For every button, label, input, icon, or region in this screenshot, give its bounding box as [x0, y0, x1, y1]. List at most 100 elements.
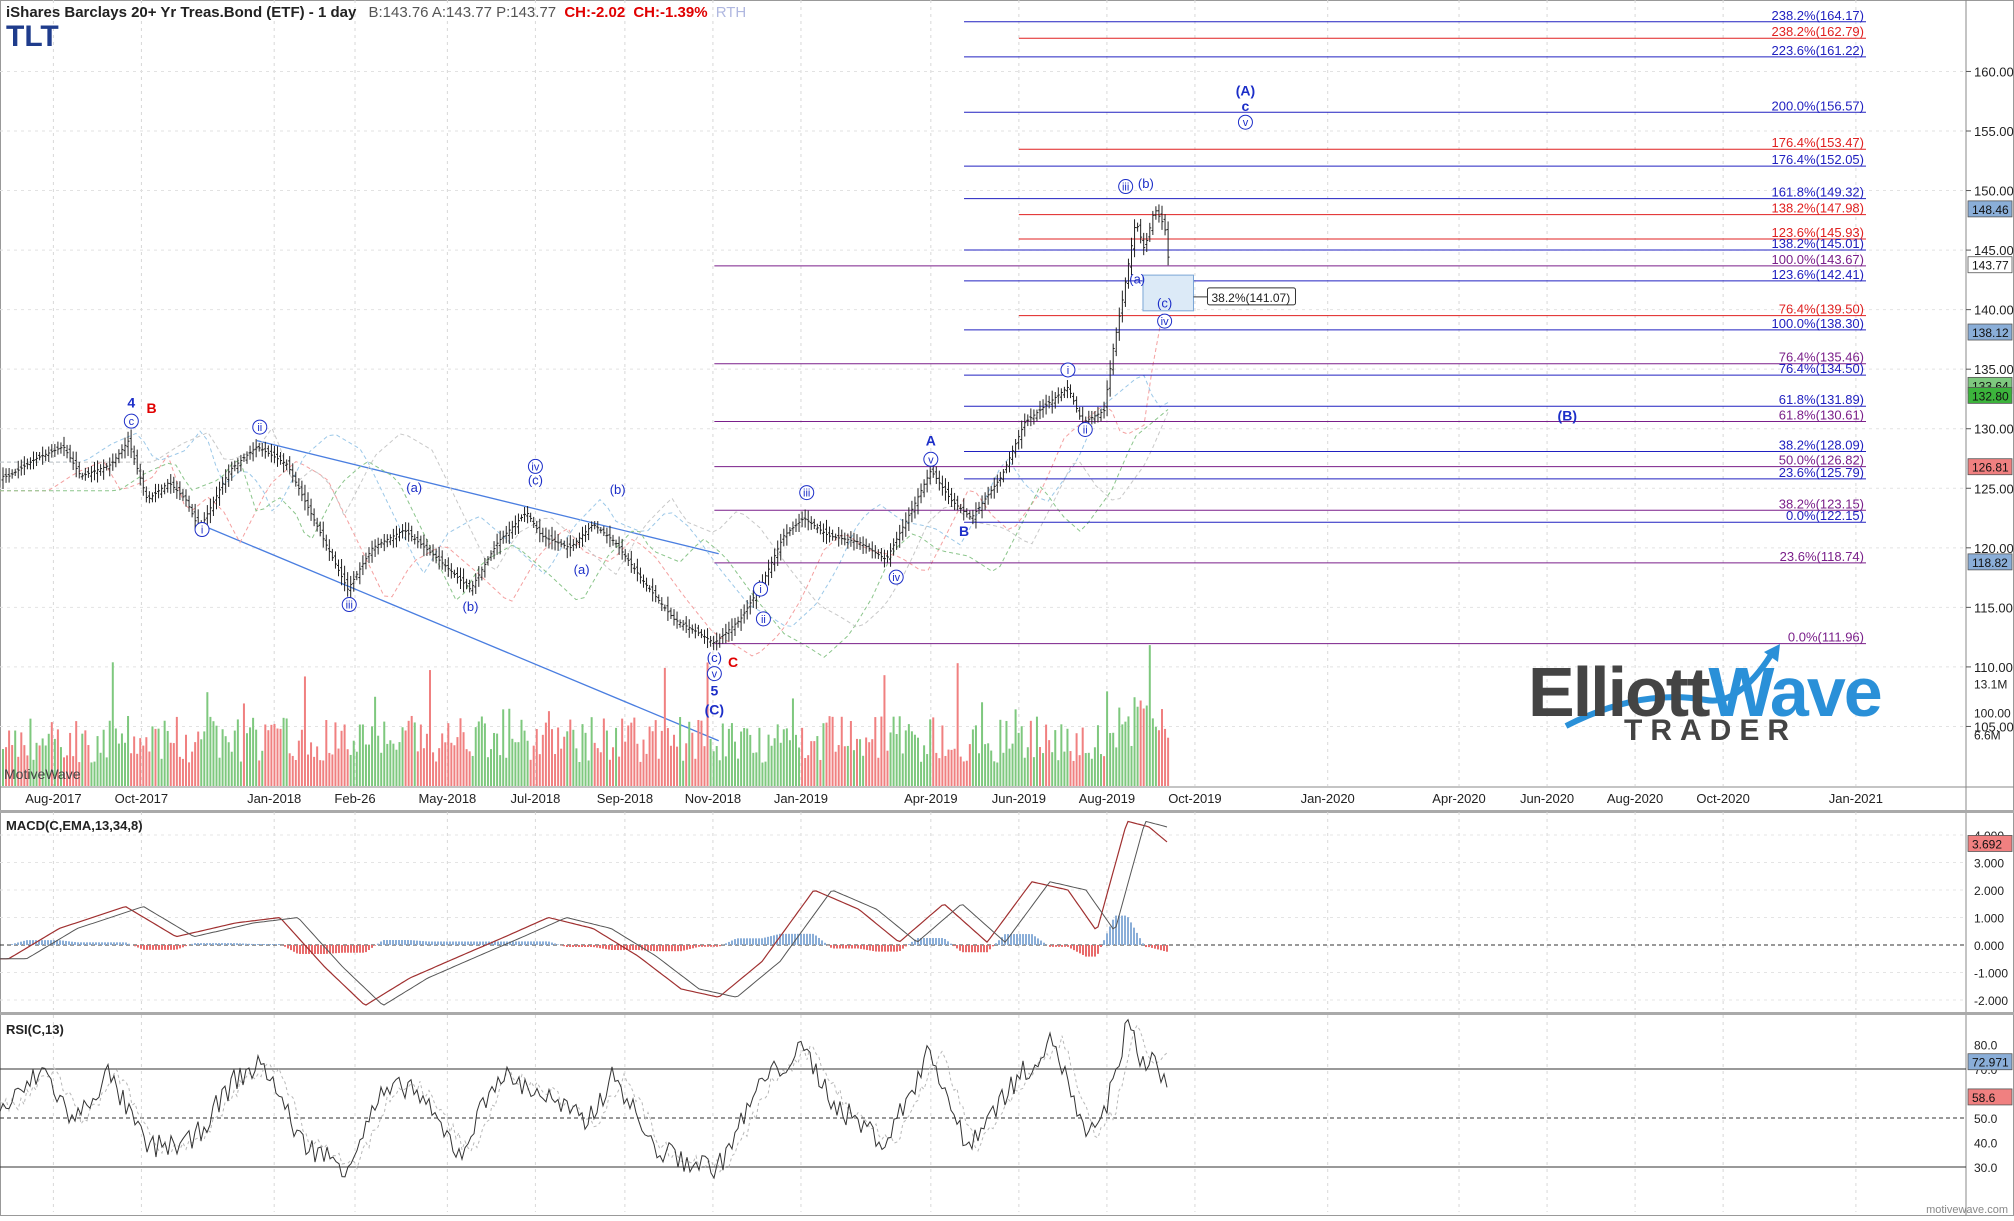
- macd-histogram-bar: [872, 945, 874, 951]
- volume-bar: [1127, 716, 1129, 786]
- volume-bar: [338, 749, 340, 786]
- panel-divider-rsi[interactable]: [0, 1012, 2014, 1015]
- macd-histogram-bar: [242, 944, 244, 945]
- wave-label: B: [146, 400, 156, 416]
- wave-label: iv: [892, 572, 900, 584]
- macd-histogram-bar: [1154, 945, 1156, 949]
- volume-bar: [499, 755, 501, 786]
- macd-histogram-bar: [1019, 934, 1021, 945]
- price-axis-label: 110.00: [1974, 660, 2013, 675]
- volume-bar: [316, 746, 318, 786]
- macd-histogram-bar: [119, 942, 121, 945]
- macd-histogram-bar: [785, 934, 787, 945]
- volume-bar: [392, 744, 394, 786]
- volume-bar: [1012, 744, 1014, 786]
- macd-histogram-bar: [545, 941, 547, 945]
- macd-histogram-bar: [500, 942, 502, 945]
- macd-histogram-bar: [356, 945, 358, 953]
- wave-label: C: [728, 654, 738, 670]
- volume-bar: [1121, 724, 1123, 786]
- macd-histogram-bar: [1097, 945, 1099, 954]
- volume-bar: [145, 737, 147, 786]
- volume-bar: [704, 746, 706, 786]
- volume-bar: [1076, 733, 1078, 786]
- volume-bar: [871, 739, 873, 786]
- macd-histogram-bar: [932, 938, 934, 945]
- volume-bar: [737, 759, 739, 786]
- volume-bar: [182, 759, 184, 786]
- macd-histogram-bar: [812, 934, 814, 945]
- macd-histogram-bar: [1112, 920, 1114, 945]
- volume-bar: [1091, 759, 1093, 786]
- macd-histogram-bar: [875, 945, 877, 951]
- volume-bar: [661, 731, 663, 786]
- macd-histogram-bar: [668, 945, 670, 951]
- macd-histogram-bar: [854, 945, 856, 948]
- macd-histogram-bar: [47, 940, 49, 945]
- volume-bar: [978, 753, 980, 786]
- macd-histogram-bar: [11, 944, 13, 945]
- volume-bar: [551, 729, 553, 786]
- macd-histogram-bar: [125, 943, 127, 945]
- volume-bar: [944, 756, 946, 786]
- volume-bar: [1063, 752, 1065, 786]
- macd-histogram-bar: [740, 938, 742, 945]
- macd-histogram-bar: [68, 941, 70, 945]
- volume-bar: [136, 754, 138, 786]
- volume-bar: [304, 676, 306, 786]
- volume-bar: [713, 751, 715, 786]
- volume-bar: [371, 726, 373, 786]
- macd-histogram-bar: [581, 945, 583, 947]
- macd-axis-label: 3.000: [1974, 857, 2004, 871]
- volume-bar: [655, 720, 657, 786]
- volume-bar: [521, 720, 523, 786]
- price-tag-label: 138.12: [1972, 326, 2009, 340]
- macd-histogram-bar: [104, 942, 106, 945]
- macd-histogram-bar: [275, 944, 277, 945]
- volume-bar: [832, 717, 834, 786]
- volume-bar: [948, 750, 950, 786]
- macd-histogram-bar: [110, 942, 112, 945]
- macd-histogram-bar: [884, 945, 886, 952]
- macd-histogram-bar: [20, 942, 22, 945]
- volume-bar: [563, 737, 565, 786]
- volume-bar: [450, 743, 452, 786]
- volume-bar: [1033, 757, 1035, 786]
- volume-bar: [1070, 751, 1072, 786]
- volume-bar: [87, 745, 89, 786]
- volume-bar: [438, 748, 440, 786]
- macd-histogram-bar: [1073, 945, 1075, 950]
- volume-bar: [746, 729, 748, 786]
- macd-histogram-bar: [83, 942, 85, 945]
- volume-bar: [566, 731, 568, 786]
- panel-divider-macd[interactable]: [0, 810, 2014, 813]
- volume-bar: [1051, 752, 1053, 786]
- macd-histogram-bar: [302, 945, 304, 954]
- macd-histogram-bar: [128, 944, 130, 945]
- volume-bar: [267, 730, 269, 786]
- macd-histogram-bar: [251, 944, 253, 945]
- volume-bar: [517, 742, 519, 786]
- session-label: RTH: [716, 4, 747, 21]
- volume-bar: [469, 751, 471, 786]
- macd-histogram-bar: [866, 945, 868, 950]
- macd-histogram-bar: [554, 943, 556, 945]
- moving-average-line: [0, 412, 1168, 626]
- wave-label: i: [1067, 365, 1069, 377]
- macd-histogram-bar: [392, 940, 394, 945]
- macd-histogram-bar: [290, 945, 292, 950]
- volume-bar: [420, 725, 422, 786]
- volume-bar: [673, 735, 675, 786]
- volume-bar: [426, 734, 428, 786]
- rsi-axis-label: 80.0: [1974, 1039, 1998, 1053]
- volume-bar: [1015, 709, 1017, 786]
- fib-level-label: 161.8%(149.32): [1771, 185, 1864, 200]
- macd-axis-label: 2.000: [1974, 884, 2004, 898]
- fib-level-label: 100.0%(143.67): [1771, 252, 1864, 267]
- macd-histogram-bar: [347, 945, 349, 953]
- macd-histogram-bar: [659, 945, 661, 951]
- wave-label: (c): [1157, 295, 1172, 310]
- volume-bar: [572, 730, 574, 786]
- macd-histogram-bar: [95, 942, 97, 945]
